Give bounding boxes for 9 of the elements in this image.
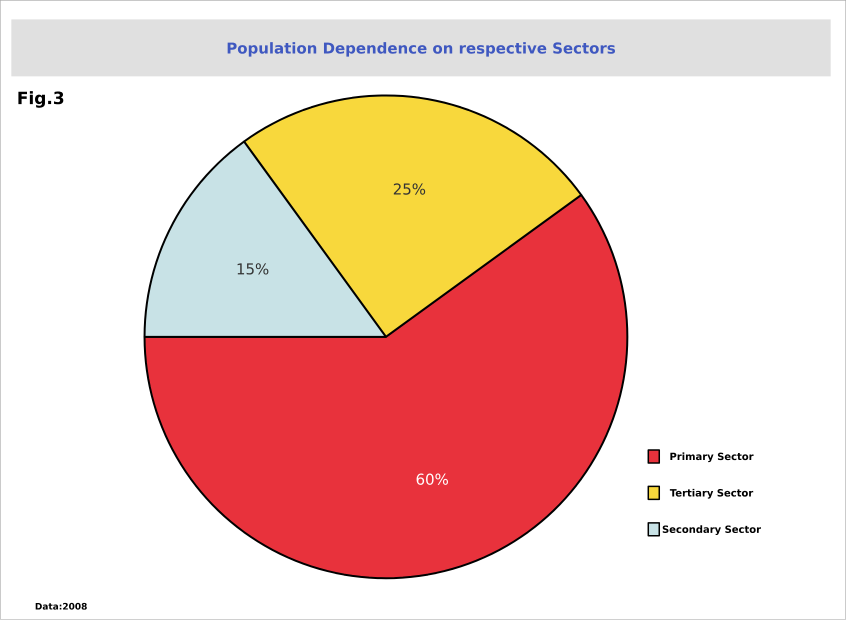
caption: Fig.3: [18, 91, 64, 108]
data-label: 60%: [416, 474, 448, 486]
legend-label: Secondary Sector: [662, 525, 762, 536]
data-label: 25%: [394, 184, 426, 195]
legend-label: Primary Sector: [670, 452, 754, 462]
chart-title: Population Dependence on respective Sectors: [228, 42, 616, 57]
data-label: 15%: [238, 263, 268, 275]
text: Data:2008: [36, 603, 87, 610]
legend-label: Tertiary Sector: [670, 489, 754, 499]
